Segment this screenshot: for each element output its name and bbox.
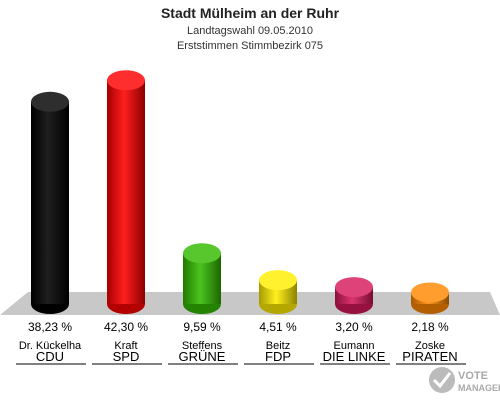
value-label: 38,23 %: [28, 320, 72, 334]
party-label: DIE LINKE: [323, 349, 386, 364]
chart-subtitle-election: Landtagswahl 09.05.2010: [187, 25, 313, 37]
value-label: 2,18 %: [411, 320, 449, 334]
candidate-label: Dr. Kückelha: [19, 340, 82, 352]
bar-top-cap: [31, 91, 69, 112]
candidate-label: Beitz: [266, 340, 290, 352]
ballot-check-icon: [429, 367, 455, 393]
party-label: SPD: [113, 349, 140, 364]
logo-line-2: MANAGER: [458, 383, 500, 393]
candidate-label: Steffens: [182, 340, 223, 352]
candidate-label: Zoske: [415, 340, 445, 352]
party-label: CDU: [36, 349, 64, 364]
candidate-label: Eumann: [334, 340, 375, 352]
party-label: PIRATEN: [402, 349, 457, 364]
value-label: 9,59 %: [183, 320, 221, 334]
candidate-label: Kraft: [114, 340, 137, 352]
bar-grüne: [183, 243, 221, 314]
bar-top-cap: [183, 243, 221, 264]
bar-cdu: [31, 91, 69, 314]
logo-line-1: VOTE: [458, 370, 488, 382]
chart-title: Stadt Mülheim an der Ruhr: [161, 5, 340, 21]
bar-piraten: [411, 282, 449, 314]
vote-manager-logo: VOTE MANAGER: [429, 367, 500, 393]
bar-body: [31, 101, 69, 304]
value-label: 4,51 %: [259, 320, 297, 334]
party-label: FDP: [265, 349, 291, 364]
bars-group: [31, 70, 449, 314]
bar-top-cap: [107, 70, 145, 91]
bar-fdp: [259, 270, 297, 314]
bar-spd: [107, 70, 145, 314]
bar-die-linke: [335, 277, 373, 314]
value-label: 3,20 %: [335, 320, 373, 334]
chart-subtitle-district: Erststimmen Stimmbezirk 075: [177, 40, 323, 52]
bar-top-cap: [335, 277, 373, 298]
bar-top-cap: [411, 282, 449, 303]
bar-top-cap: [259, 270, 297, 291]
value-label: 42,30 %: [104, 320, 148, 334]
party-label: GRÜNE: [179, 349, 226, 364]
bar-body: [107, 80, 145, 304]
